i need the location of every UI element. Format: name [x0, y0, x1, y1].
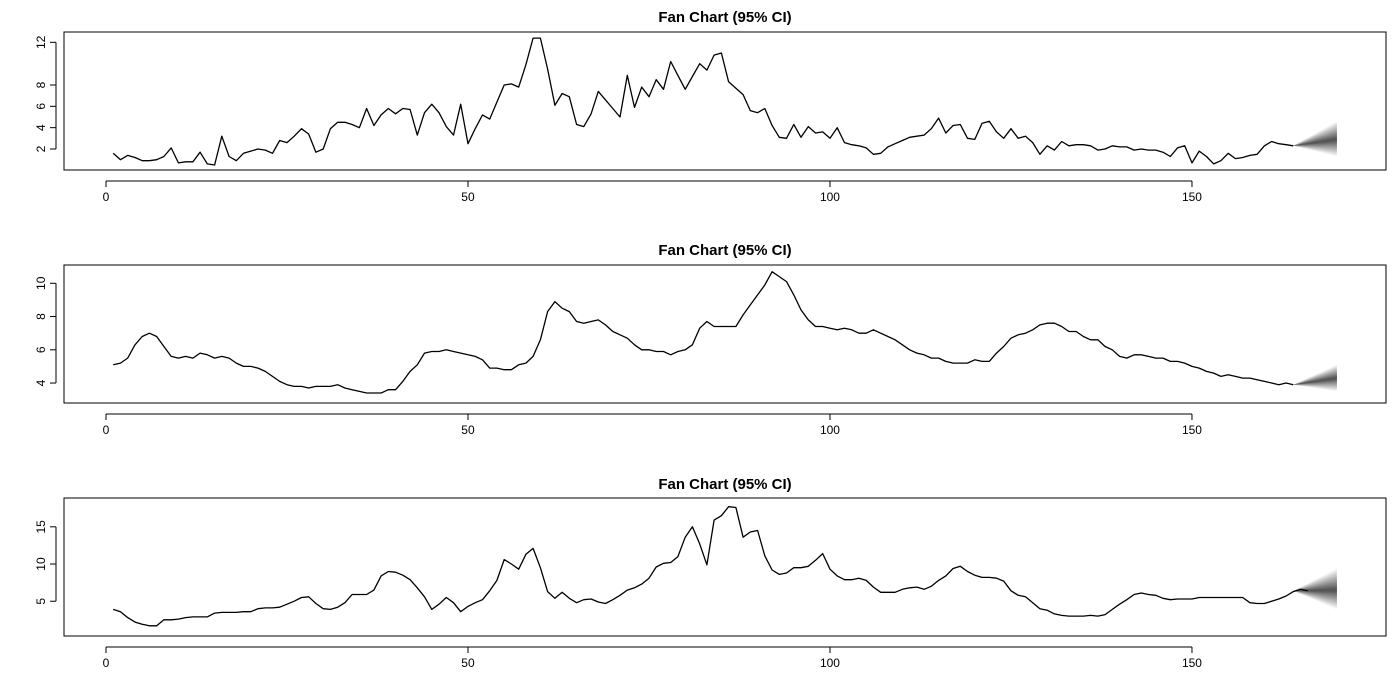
chart-panel-2: Fan Chart (95% CI) 0 50 100 150 4 6 8 10: [34, 242, 1387, 437]
y-tick-label: 10: [34, 276, 48, 290]
y-tick-label: 2: [34, 145, 48, 152]
plot-frame: [63, 264, 1387, 404]
x-tick-label: 0: [103, 190, 110, 204]
x-tick-label: 150: [1182, 190, 1202, 204]
x-tick-label: 100: [820, 656, 840, 670]
y-tick-label: 5: [34, 598, 48, 605]
x-tick-label: 50: [461, 656, 475, 670]
chart-title: Fan Chart (95% CI): [658, 9, 791, 26]
chart-title: Fan Chart (95% CI): [658, 242, 791, 259]
y-tick-label: 8: [34, 81, 48, 88]
plot-frame: [63, 497, 1387, 637]
y-tick-label: 6: [34, 346, 48, 353]
x-tick-label: 50: [461, 423, 475, 437]
chart-title: Fan Chart (95% CI): [658, 476, 791, 493]
x-tick-label: 150: [1182, 423, 1202, 437]
y-tick-label: 6: [34, 103, 48, 110]
x-tick-label: 100: [820, 423, 840, 437]
fan-band: [1293, 137, 1337, 146]
series-line: [112, 37, 1294, 166]
chart-panel-3: Fan Chart (95% CI) 0 50 100 150 5 10 15: [34, 476, 1387, 670]
series-line: [113, 506, 1308, 627]
x-tick-label: 150: [1182, 656, 1202, 670]
x-tick-label: 0: [103, 656, 110, 670]
y-tick-label: 4: [34, 379, 48, 386]
fan-band: [1293, 136, 1337, 146]
x-tick-label: 50: [461, 190, 475, 204]
fan-band: [1293, 376, 1337, 385]
fan-band: [1293, 375, 1337, 385]
series-line: [113, 271, 1294, 394]
y-tick-label: 8: [34, 313, 48, 320]
chart-panel-1: Fan Chart (95% CI) 0 50 100 150 2 4 6 8 12: [34, 9, 1387, 204]
x-tick-label: 0: [103, 423, 110, 437]
y-tick-label: 10: [34, 557, 48, 571]
x-tick-label: 100: [820, 190, 840, 204]
y-tick-label: 12: [34, 35, 48, 49]
fan-band: [1293, 374, 1337, 385]
plot-frame: [63, 31, 1387, 171]
y-tick-label: 15: [34, 520, 48, 534]
y-tick-label: 4: [34, 124, 48, 131]
fan-band: [1293, 588, 1337, 592]
